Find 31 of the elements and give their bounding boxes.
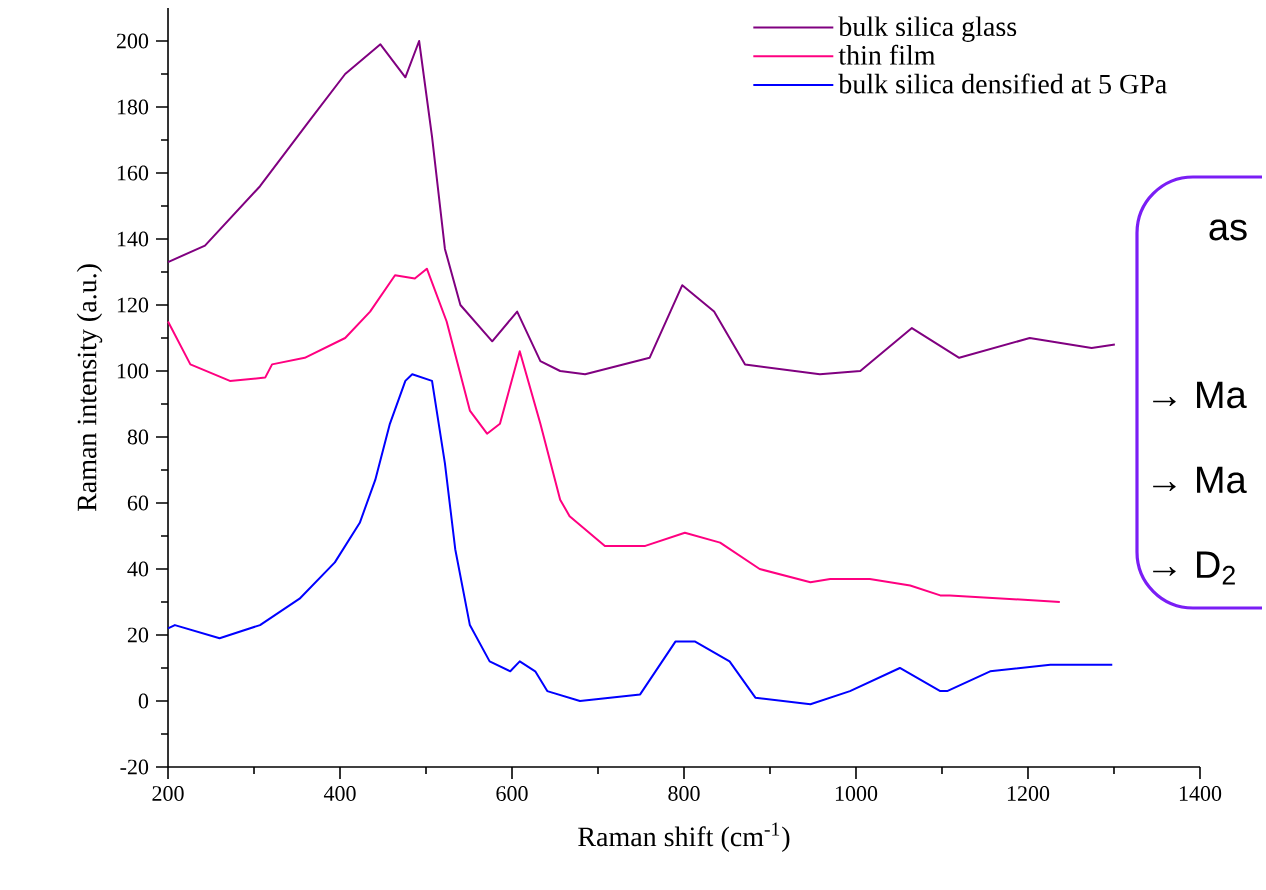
x-tick-label: 800 xyxy=(668,786,700,801)
x-tick-label: 1400 xyxy=(1179,786,1222,801)
y-tick-label: 140 xyxy=(117,231,149,247)
x-tick-label: 400 xyxy=(323,786,356,801)
text: as xyxy=(1209,219,1247,241)
y-tick-label: -20 xyxy=(120,759,149,775)
line-series xyxy=(167,40,1116,376)
y-tick-label: 100 xyxy=(117,363,149,379)
y-tick-label: 200 xyxy=(116,33,149,49)
y-tick-label: 160 xyxy=(117,165,149,181)
line-series xyxy=(167,373,1114,706)
legend-label: bulk silica glass xyxy=(838,16,1017,42)
line-series xyxy=(167,267,1061,603)
y-tick-label: 20 xyxy=(127,627,149,643)
annotation: → D$_{2}$ xyxy=(1153,551,1235,585)
y-tick-label: 0 xyxy=(138,693,149,709)
x-tick-label: 1000 xyxy=(835,786,878,801)
y-tick-label: 60 xyxy=(127,495,149,511)
y-tick-label: 180 xyxy=(117,99,149,115)
x-tick-label: 200 xyxy=(152,786,184,801)
y-axis-title: Raman intensity (a.u.) xyxy=(76,264,103,512)
annotation: → Ma xyxy=(1153,466,1247,494)
annotation: → Ma xyxy=(1153,381,1247,409)
legend-label: bulk silica densified at 5 GPa xyxy=(838,73,1167,94)
y-tick-label: 120 xyxy=(117,297,149,313)
legend-label: thin film xyxy=(838,44,936,65)
y-tick-label: 40 xyxy=(127,561,149,577)
x-axis-title: Raman shift (cm$^{-1}$) xyxy=(578,822,790,852)
y-tick-label: 80 xyxy=(127,429,149,445)
x-tick-label: 600 xyxy=(496,786,528,801)
x-tick-label: 1200 xyxy=(1007,786,1050,801)
